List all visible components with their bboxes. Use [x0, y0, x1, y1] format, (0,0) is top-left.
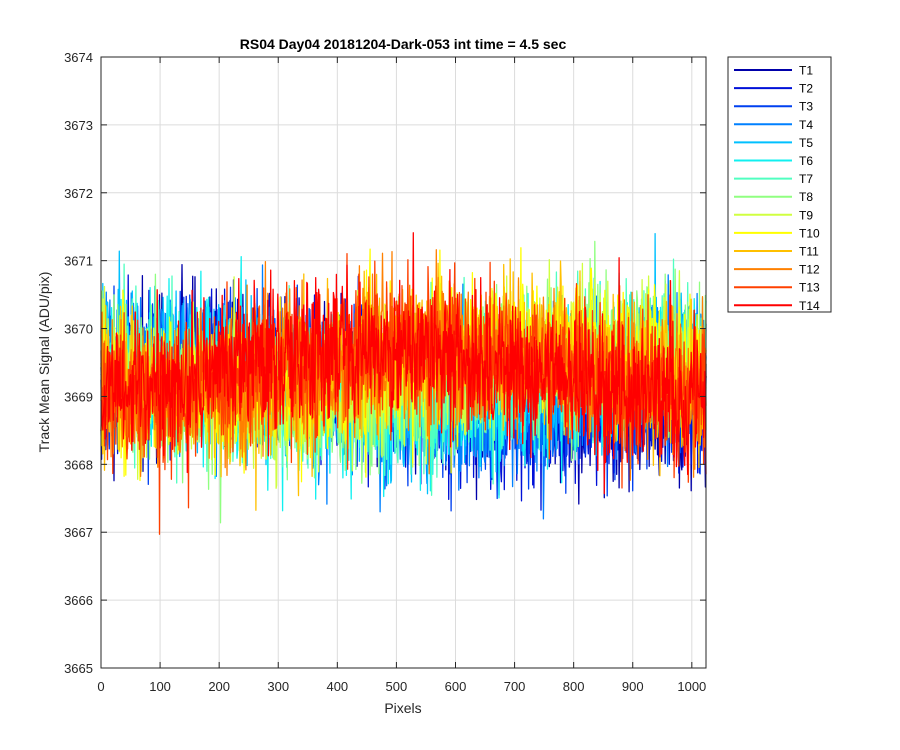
- legend-label: T8: [799, 190, 813, 204]
- y-tick-label: 3668: [64, 457, 93, 472]
- y-tick-label: 3673: [64, 118, 93, 133]
- y-tick-label: 3672: [64, 186, 93, 201]
- y-tick-label: 3665: [64, 661, 93, 676]
- y-tick-label: 3674: [64, 50, 93, 65]
- x-tick-label: 800: [563, 679, 585, 694]
- x-tick-label: 1000: [677, 679, 706, 694]
- legend-label: T14: [799, 299, 820, 313]
- plot-frame: [100, 56, 707, 669]
- x-tick-label: 700: [504, 679, 526, 694]
- chart-title: RS04 Day04 20181204-Dark-053 int time = …: [240, 36, 567, 52]
- x-tick-label: 600: [445, 679, 467, 694]
- legend-label: T13: [799, 281, 820, 295]
- legend-label: T6: [799, 154, 813, 168]
- legend-label: T10: [799, 226, 820, 240]
- x-tick-label: 200: [208, 679, 230, 694]
- legend-label: T2: [799, 82, 813, 96]
- legend: T1 T2 T3 T4 T5 T6 T7 T8 T9 T10 T11 T12 T13 T14: [727, 56, 832, 313]
- x-axis-label: Pixels: [384, 700, 421, 716]
- legend-label: T5: [799, 136, 813, 150]
- y-axis-label: Track Mean Signal (ADU/pix): [36, 272, 52, 453]
- y-tick-label: 3667: [64, 525, 93, 540]
- x-tick-label: 0: [97, 679, 104, 694]
- x-tick-label: 500: [386, 679, 408, 694]
- series-layer: [100, 232, 707, 535]
- legend-label: T9: [799, 208, 813, 222]
- y-tick-label: 3666: [64, 593, 93, 608]
- legend-label: T7: [799, 172, 813, 186]
- series-line-t14: [100, 232, 707, 495]
- legend-label: T11: [799, 245, 819, 259]
- legend-label: T1: [799, 64, 813, 78]
- axis-ticks: 0 100 200 300 400 500 600 700 800 900 1000 3665 3666…: [64, 50, 706, 694]
- x-tick-label: 900: [622, 679, 644, 694]
- y-tick-label: 3669: [64, 389, 93, 404]
- legend-label: T3: [799, 100, 813, 114]
- y-tick-label: 3670: [64, 322, 93, 337]
- x-tick-label: 300: [267, 679, 289, 694]
- x-tick-label: 100: [149, 679, 171, 694]
- legend-label: T4: [799, 118, 813, 132]
- plot-axes: 0 100 200 300 400 500 600 700 800 900 1000 3665 3666…: [64, 50, 707, 694]
- x-tick-label: 400: [326, 679, 348, 694]
- legend-label: T12: [799, 263, 820, 277]
- y-tick-label: 3671: [64, 254, 93, 269]
